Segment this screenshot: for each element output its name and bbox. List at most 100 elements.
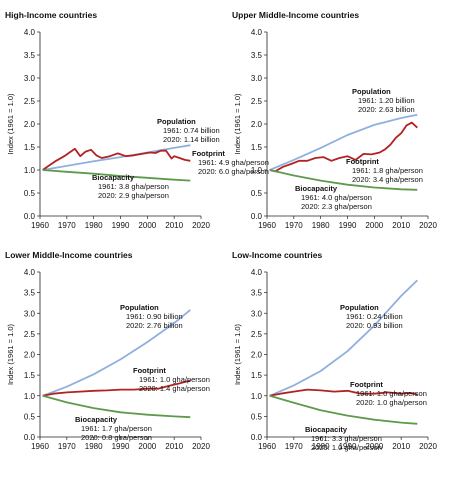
- y-tick-label: 3.0: [251, 74, 263, 83]
- annotation-footprint-value: 2020: 1.0 gha/person: [356, 398, 427, 407]
- annotation-population-value: 2020: 0.93 billion: [346, 321, 403, 330]
- annotation-footprint-value: 1961: 1.8 gha/person: [352, 166, 423, 175]
- chart-title: High-Income countries: [5, 10, 97, 20]
- y-tick-label: 1.0: [251, 166, 263, 175]
- x-tick-label: 1990: [339, 221, 357, 230]
- y-axis-label: Index (1961 = 1.0): [6, 323, 15, 385]
- y-tick-label: 0.5: [24, 189, 36, 198]
- y-tick-label: 3.0: [24, 74, 36, 83]
- x-tick-label: 2000: [138, 442, 156, 451]
- annotation-footprint-value: 1961: 1.0 gha/person: [356, 389, 427, 398]
- annotation-population-label: Population: [157, 117, 196, 126]
- y-tick-label: 2.5: [251, 330, 263, 339]
- x-tick-label: 1980: [85, 442, 103, 451]
- annotation-biocapacity-value: 1961: 3.8 gha/person: [98, 182, 169, 191]
- y-tick-label: 1.5: [24, 143, 36, 152]
- y-tick-label: 1.0: [24, 392, 36, 401]
- y-tick-label: 0.0: [251, 433, 263, 442]
- x-tick-label: 2010: [392, 221, 410, 230]
- annotation-biocapacity-label: Biocapacity: [92, 173, 135, 182]
- y-tick-label: 0.0: [24, 433, 36, 442]
- chart-panel-3: Lower Middle-Income countries 0.0 0.5 1.0 1.…: [5, 250, 210, 451]
- y-tick-label: 1.0: [24, 166, 36, 175]
- y-axis-label: Index (1961 = 1.0): [233, 93, 242, 155]
- x-tick-label: 1980: [312, 442, 330, 451]
- annotation-biocapacity-value: 2020: 0.8 gha/person: [81, 433, 152, 442]
- y-tick-label: 1.5: [24, 371, 36, 380]
- series-line-population: [269, 113, 418, 171]
- annotation-population-value: 2020: 2.76 billion: [126, 321, 183, 330]
- x-tick-label: 1960: [31, 442, 49, 451]
- x-tick-label: 2000: [365, 442, 383, 451]
- y-tick-label: 4.0: [251, 28, 263, 37]
- series-line-biocapacity: [42, 169, 191, 182]
- series-line-footprint: [42, 147, 191, 171]
- x-tick-label: 2000: [365, 221, 383, 230]
- series-line-biocapacity: [269, 394, 418, 425]
- y-tick-label: 2.5: [24, 330, 36, 339]
- annotation-biocapacity-label: Biocapacity: [305, 425, 348, 434]
- series-line-biocapacity: [269, 169, 418, 191]
- annotation-population-value: 2020: 1.14 billion: [163, 135, 220, 144]
- y-tick-label: 4.0: [24, 268, 36, 277]
- chart-panel-1: High-Income countries 0.0 0.5 1.0 1.5 2.0 2.5 3…: [5, 10, 269, 230]
- annotation-footprint-value: 2020: 3.4 gha/person: [352, 175, 423, 184]
- x-tick-label: 1970: [58, 442, 76, 451]
- annotation-population-label: Population: [340, 303, 379, 312]
- chart-panel-4: Low-Income countries 0.0 0.5 1.0 1.5 2.0 2.5 3.…: [232, 250, 437, 452]
- x-tick-label: 1970: [285, 442, 303, 451]
- x-tick-label: 1980: [312, 221, 330, 230]
- y-tick-label: 2.0: [24, 351, 36, 360]
- y-tick-label: 3.5: [251, 289, 263, 298]
- annotation-population-value: 1961: 0.74 billion: [163, 126, 220, 135]
- annotation-biocapacity-value: 1961: 3.3 gha/person: [311, 434, 382, 443]
- series-line-population: [269, 279, 418, 397]
- x-tick-label: 1980: [85, 221, 103, 230]
- y-tick-label: 2.0: [251, 351, 263, 360]
- x-tick-label: 1990: [112, 442, 130, 451]
- chart-title: Low-Income countries: [232, 250, 322, 260]
- annotation-footprint-value: 2020: 6.0 gha/person: [198, 167, 269, 176]
- y-tick-label: 4.0: [24, 28, 36, 37]
- x-tick-label: 1960: [31, 221, 49, 230]
- annotation-biocapacity-value: 2020: 2.3 gha/person: [301, 202, 372, 211]
- y-tick-label: 1.5: [251, 143, 263, 152]
- series-line-population: [42, 144, 191, 171]
- x-tick-label: 1960: [258, 442, 276, 451]
- annotation-footprint-value: 1961: 4.9 gha/person: [198, 158, 269, 167]
- y-tick-label: 4.0: [251, 268, 263, 277]
- y-tick-label: 0.0: [251, 212, 263, 221]
- y-tick-label: 2.0: [251, 120, 263, 129]
- y-tick-label: 3.5: [251, 51, 263, 60]
- annotation-footprint-label: Footprint: [350, 380, 383, 389]
- y-tick-label: 2.0: [24, 120, 36, 129]
- y-axis-label: Index (1961 = 1.0): [233, 323, 242, 385]
- annotation-population-value: 1961: 1.20 billion: [358, 96, 415, 105]
- x-tick-label: 2020: [419, 221, 437, 230]
- x-tick-label: 1970: [285, 221, 303, 230]
- chart-title: Lower Middle-Income countries: [5, 250, 133, 260]
- annotation-population-label: Population: [352, 87, 391, 96]
- series-line-population: [42, 309, 191, 397]
- y-tick-label: 0.5: [251, 412, 263, 421]
- annotation-biocapacity-value: 1961: 1.7 gha/person: [81, 424, 152, 433]
- annotation-biocapacity-value: 1961: 4.0 gha/person: [301, 193, 372, 202]
- x-tick-label: 2010: [165, 221, 183, 230]
- annotation-footprint-label: Footprint: [133, 366, 166, 375]
- y-tick-label: 3.5: [24, 51, 36, 60]
- annotation-population-value: 2020: 2.63 billion: [358, 105, 415, 114]
- y-tick-label: 0.5: [251, 189, 263, 198]
- x-tick-label: 2010: [392, 442, 410, 451]
- y-tick-label: 1.0: [251, 392, 263, 401]
- series-line-footprint: [269, 121, 418, 173]
- y-tick-label: 3.0: [251, 309, 263, 318]
- x-tick-label: 1990: [112, 221, 130, 230]
- series-line-footprint: [42, 379, 191, 397]
- chart-panel-2: Upper Middle-Income countries 0.0 0.5 1.0 1.…: [232, 10, 437, 230]
- x-tick-label: 1970: [58, 221, 76, 230]
- annotation-footprint-label: Footprint: [192, 149, 225, 158]
- annotation-biocapacity-value: 2020: 1.0 gha/person: [311, 443, 382, 452]
- annotation-population-label: Population: [120, 303, 159, 312]
- y-tick-label: 0.5: [24, 412, 36, 421]
